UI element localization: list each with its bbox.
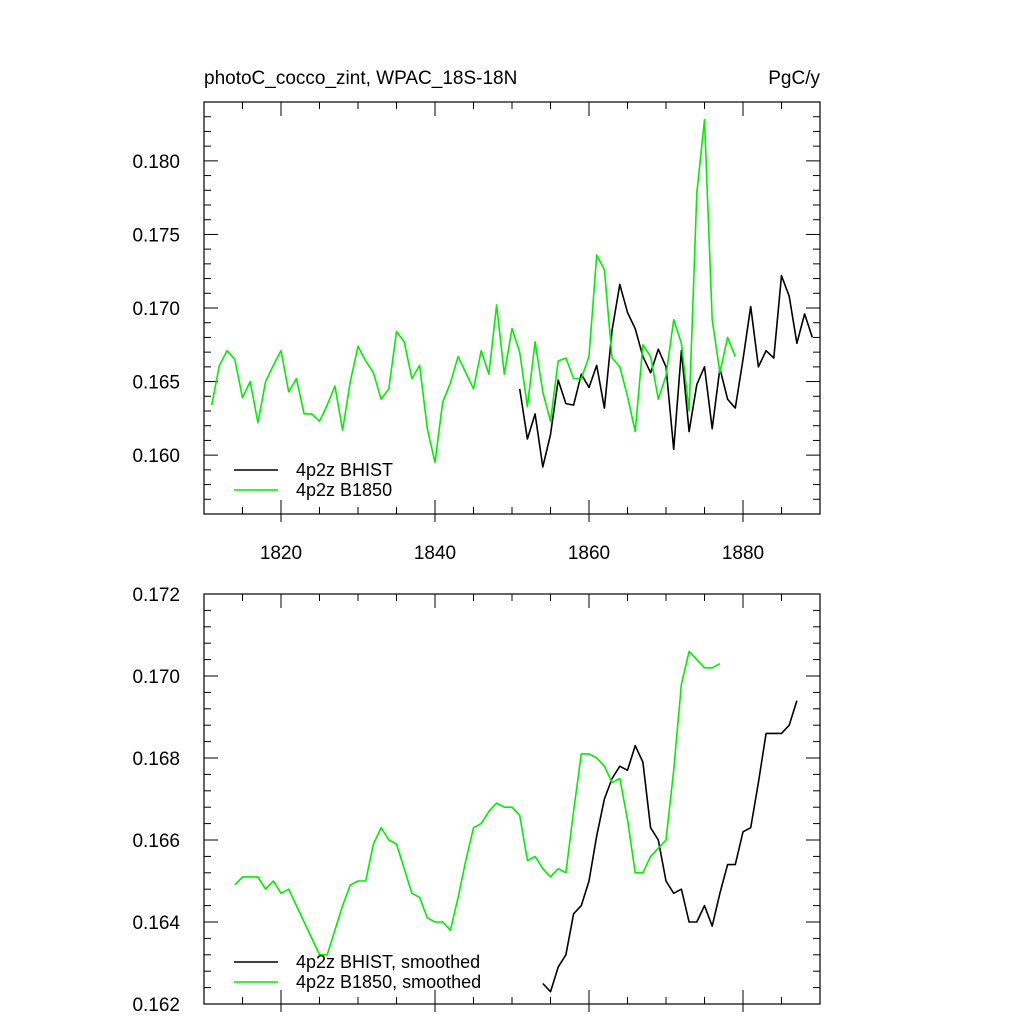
top-plot-frame bbox=[203, 101, 821, 515]
top-legend-label: 4p2z BHIST bbox=[296, 460, 393, 480]
top-legend-label: 4p2z B1850 bbox=[296, 480, 392, 500]
top-y-tick-label: 0.160 bbox=[132, 446, 180, 467]
bottom-panel: 0.162 0.164 0.166 0.168 0.170 0.172 4p2z BHIST… bbox=[132, 585, 821, 1016]
top-y-tick-label: 0.175 bbox=[132, 225, 180, 246]
bottom-y-tick-label: 0.172 bbox=[132, 585, 180, 606]
top-series-line-bhist bbox=[518, 274, 814, 468]
top-x-tick-label: 1860 bbox=[568, 543, 610, 564]
bottom-y-tick-label: 0.164 bbox=[132, 913, 180, 934]
top-y-tick-label: 0.170 bbox=[132, 299, 180, 320]
bottom-series-line-bhist bbox=[542, 700, 798, 993]
top-panel: 0.160 0.165 0.170 0.175 0.180 1820 1840 1860 188… bbox=[132, 101, 821, 564]
bottom-series-line-b1850 bbox=[234, 650, 721, 956]
bottom-plot-frame bbox=[203, 593, 821, 1005]
top-y-tick-label: 0.180 bbox=[132, 152, 180, 173]
bottom-y-tick-label: 0.170 bbox=[132, 667, 180, 688]
top-y-tick-label: 0.165 bbox=[132, 373, 180, 394]
top-x-tick-label: 1840 bbox=[414, 543, 456, 564]
bottom-legend-label: 4p2z B1850, smoothed bbox=[296, 972, 481, 992]
chart-title: photoC_cocco_zint, WPAC_18S-18N bbox=[204, 68, 517, 89]
bottom-y-tick-label: 0.168 bbox=[132, 749, 180, 770]
bottom-y-tick-label: 0.162 bbox=[132, 995, 180, 1016]
top-x-tick-label: 1880 bbox=[722, 543, 764, 564]
bottom-y-tick-label: 0.166 bbox=[132, 831, 180, 852]
top-x-tick-label: 1820 bbox=[260, 543, 302, 564]
top-series-line-b1850 bbox=[210, 118, 737, 464]
bottom-legend-label: 4p2z BHIST, smoothed bbox=[296, 952, 480, 972]
units-label: PgC/y bbox=[768, 68, 820, 89]
